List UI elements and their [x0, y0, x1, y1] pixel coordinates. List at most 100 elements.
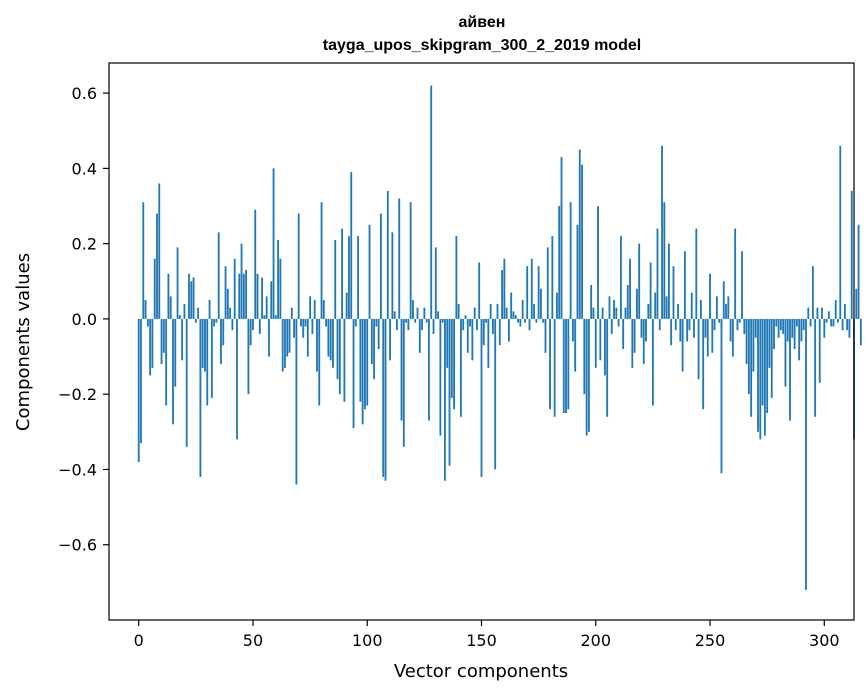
bar-81	[322, 300, 325, 319]
bar-228	[658, 318, 661, 331]
bar-68	[293, 318, 296, 338]
bar-182	[553, 318, 556, 417]
bar-193	[578, 149, 581, 319]
bar-33	[213, 318, 216, 327]
bar-163	[510, 292, 513, 319]
bar-307	[839, 145, 842, 319]
x-axis-label: Vector components	[394, 661, 568, 682]
bar-94	[352, 318, 355, 429]
bar-243	[693, 318, 695, 338]
bar-223	[647, 303, 650, 319]
bar-113	[396, 318, 398, 331]
bar-169	[524, 318, 526, 323]
bar-115	[400, 318, 403, 421]
bar-298	[818, 318, 821, 383]
bar-295	[811, 266, 814, 319]
bar-211	[619, 236, 622, 319]
bar-224	[649, 262, 652, 319]
bar-116	[402, 318, 405, 447]
bar-179	[546, 247, 549, 319]
bar-105	[377, 318, 380, 350]
bar-264	[741, 251, 743, 319]
bar-47	[245, 269, 248, 319]
bar-92	[348, 236, 350, 319]
bar-59	[272, 168, 275, 319]
bar-293	[807, 307, 810, 319]
bar-222	[645, 318, 647, 342]
bar-281	[779, 318, 782, 331]
bar-191	[574, 318, 577, 372]
bar-72	[302, 318, 305, 338]
x-tick-label: 150	[466, 631, 497, 650]
bar-32	[210, 318, 213, 398]
bar-210	[617, 318, 620, 327]
bar-181	[551, 236, 554, 319]
bar-15	[172, 318, 174, 425]
bar-87	[336, 318, 339, 380]
bar-238	[681, 318, 684, 372]
bar-142	[462, 318, 465, 331]
bar-258	[727, 296, 730, 319]
bar-291	[802, 318, 805, 331]
bar-152	[485, 318, 487, 323]
bar-265	[743, 318, 746, 334]
bar-6	[151, 318, 154, 368]
bar-79	[318, 318, 321, 406]
bar-35	[217, 232, 220, 319]
bar-83	[327, 318, 330, 357]
bar-140	[457, 303, 460, 319]
bar-227	[656, 228, 659, 319]
bar-157	[496, 303, 499, 319]
bar-239	[683, 251, 686, 319]
bar-120	[412, 300, 414, 319]
bar-261	[734, 228, 737, 319]
bar-153	[487, 318, 490, 368]
bar-25	[194, 318, 197, 323]
bar-256	[722, 281, 725, 319]
bar-201	[597, 206, 599, 319]
bar-176	[540, 288, 542, 319]
bar-102	[370, 318, 373, 365]
bar-208	[613, 300, 615, 319]
bar-136	[448, 318, 451, 466]
bar-214	[626, 285, 629, 319]
bar-44	[238, 273, 241, 319]
bar-41	[231, 318, 234, 331]
bar-309	[843, 303, 846, 319]
x-tick-label: 250	[695, 631, 726, 650]
bar-106	[380, 213, 382, 319]
bar-27	[199, 318, 202, 477]
bar-50	[252, 318, 254, 331]
bar-97	[359, 318, 362, 402]
bar-235	[674, 318, 677, 331]
bar-174	[535, 318, 538, 323]
bar-284	[786, 318, 789, 342]
bar-137	[450, 318, 453, 398]
bar-132	[439, 318, 442, 436]
bar-40	[229, 307, 232, 319]
bar-121	[414, 318, 417, 323]
bar-107	[382, 318, 385, 477]
bar-188	[567, 318, 570, 410]
bar-301	[825, 318, 828, 323]
bar-133	[441, 318, 444, 323]
bar-165	[514, 315, 517, 319]
bar-276	[768, 318, 771, 368]
x-tick-label: 200	[580, 631, 611, 650]
bar-220	[640, 318, 643, 338]
bar-236	[677, 303, 679, 319]
bar-95	[354, 318, 357, 327]
bar-2	[142, 202, 145, 319]
bar-1	[140, 318, 142, 444]
bar-0	[137, 318, 140, 462]
bar-314	[855, 288, 858, 319]
bar-138	[453, 318, 455, 410]
y-tick-label: −0.4	[58, 460, 97, 479]
bar-257	[725, 303, 727, 319]
bar-67	[290, 307, 293, 319]
bar-274	[763, 318, 766, 436]
bar-48	[247, 318, 250, 395]
bar-304	[832, 318, 835, 327]
bar-226	[654, 292, 657, 319]
bar-166	[517, 318, 519, 323]
